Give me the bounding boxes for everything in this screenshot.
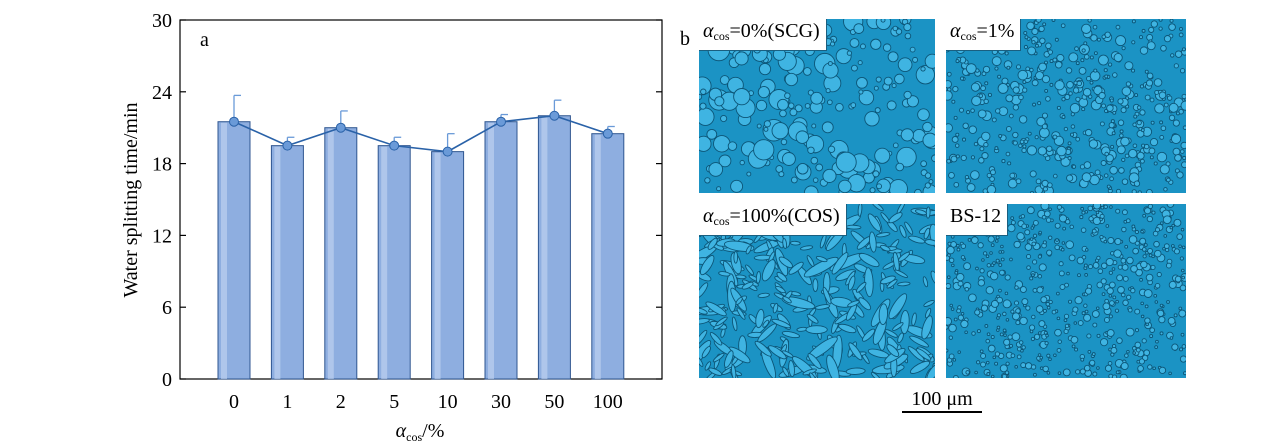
x-axis-label-unit: /% xyxy=(422,420,444,442)
data-point xyxy=(335,122,346,133)
micrograph-label-cos: αcos=100%(COS) xyxy=(699,204,847,236)
micrograph-cos: αcos=100%(COS) xyxy=(699,204,935,378)
y-tick-label: 18 xyxy=(152,154,172,176)
trend-line xyxy=(233,114,609,153)
data-point xyxy=(389,140,400,151)
trend-line-group xyxy=(229,110,613,157)
bar-highlight xyxy=(434,152,441,379)
micrograph-scg: αcos=0%(SCG) xyxy=(699,19,935,193)
data-point xyxy=(549,110,560,121)
micrograph-label-1pct: αcos=1% xyxy=(946,19,1022,51)
y-tick-label: 30 xyxy=(152,10,172,32)
x-tick-label: 50 xyxy=(544,391,564,413)
y-tick-label: 12 xyxy=(152,225,172,247)
y-axis-label: Water splitting time/min xyxy=(120,102,142,297)
x-tick-label: 1 xyxy=(282,391,292,413)
x-axis-label: αcos/% xyxy=(396,420,445,444)
scale-bar-label: 100 μm xyxy=(911,388,973,410)
micrograph-texture xyxy=(946,19,1186,193)
data-point xyxy=(442,146,453,157)
data-point xyxy=(229,116,239,127)
x-tick-label: 0 xyxy=(229,391,239,413)
plot-frame xyxy=(179,19,663,380)
bar-highlight xyxy=(274,146,281,379)
bar-highlight xyxy=(381,146,388,379)
scale-bar xyxy=(902,411,982,413)
x-tick-label: 2 xyxy=(336,391,346,413)
x-axis-label-sub: cos xyxy=(406,430,422,444)
x-tick-label: 5 xyxy=(389,391,399,413)
y-tick-label: 6 xyxy=(162,297,172,319)
micrograph-bs12: BS-12 xyxy=(946,204,1186,378)
y-tick-label: 0 xyxy=(162,369,172,391)
bar-highlight xyxy=(327,128,334,379)
y-tick-label: 24 xyxy=(152,82,172,104)
x-tick-label: 100 xyxy=(593,391,623,413)
bars-group xyxy=(217,115,625,380)
bar-highlight xyxy=(488,122,494,379)
panel-letter-a: a xyxy=(200,29,209,51)
x-tick-label: 30 xyxy=(491,391,511,413)
panel-letter-b: b xyxy=(680,28,690,50)
bar-highlight xyxy=(594,134,601,379)
micrograph-label-bs12: BS-12 xyxy=(946,204,1009,236)
bar-highlight xyxy=(541,116,548,379)
x-tick-label: 10 xyxy=(438,391,458,413)
data-point xyxy=(496,116,506,127)
bar-highlight xyxy=(221,122,227,379)
data-point xyxy=(282,140,293,151)
x-axis-label-symbol: α xyxy=(396,420,407,442)
data-point xyxy=(602,128,613,139)
micrograph-label-scg: αcos=0%(SCG) xyxy=(699,19,827,51)
micrograph-1pct: αcos=1% xyxy=(946,19,1186,193)
